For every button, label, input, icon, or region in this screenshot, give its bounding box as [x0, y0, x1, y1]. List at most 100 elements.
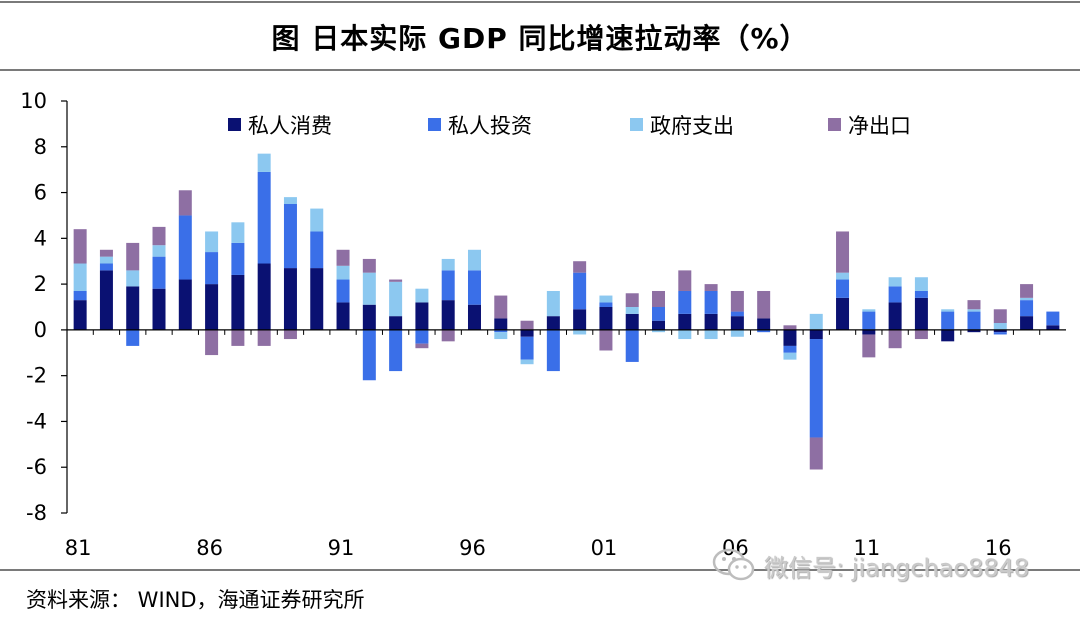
- bar-segment: [993, 329, 1007, 333]
- bar-segment: [389, 279, 403, 282]
- bar-segment: [467, 304, 481, 330]
- bar-segment: [415, 288, 429, 303]
- bar-segment: [99, 249, 113, 257]
- bar-segment: [73, 290, 87, 301]
- bar-segment: [205, 252, 219, 285]
- bar-segment: [415, 329, 429, 344]
- bar-segment: [678, 290, 692, 314]
- bar-segment: [573, 261, 587, 273]
- legend-label: 私人投资: [448, 114, 532, 138]
- bar-segment: [678, 329, 692, 340]
- bar-segment: [862, 311, 876, 330]
- bar-segment: [415, 302, 429, 330]
- bar-segment: [914, 277, 928, 291]
- bar-segment: [205, 329, 219, 356]
- bar-segment: [914, 297, 928, 330]
- bar-segment: [652, 320, 666, 330]
- bar-segment: [283, 329, 297, 340]
- bar-segment: [126, 242, 140, 271]
- watermark: 微信号: jiangchao8848: [712, 548, 1029, 582]
- bar-segment: [152, 245, 166, 257]
- bar-segment: [520, 320, 534, 330]
- x-tick-label: 96: [459, 536, 486, 560]
- bar-segment: [967, 309, 981, 312]
- bar-segment: [389, 281, 403, 317]
- legend-label: 净出口: [848, 114, 911, 138]
- bar-segment: [494, 332, 508, 340]
- bar-segment: [809, 313, 823, 330]
- bar-segment: [1020, 297, 1034, 301]
- bar-segment: [757, 318, 771, 330]
- bar-segment: [546, 290, 560, 317]
- bar-segment: [967, 329, 981, 333]
- bar-segment: [467, 249, 481, 271]
- x-tick-label: 16: [985, 536, 1012, 560]
- bar-segment: [362, 329, 376, 381]
- bar-segment: [809, 339, 823, 438]
- wechat-icon: [712, 548, 755, 581]
- bar-segment: [652, 307, 666, 321]
- top-rule: [0, 1, 1080, 3]
- y-axis: 10 8 6 4 2 0 -2 -4 -6 -8: [20, 89, 68, 525]
- legend-swatch: [228, 118, 241, 131]
- bar-segment: [73, 263, 87, 291]
- bar-segment: [362, 272, 376, 305]
- bar-segment: [599, 329, 613, 351]
- bar-segment: [836, 231, 850, 273]
- bar-segment: [862, 309, 876, 312]
- x-tick-label: 81: [65, 536, 92, 560]
- y-tick-label: 0: [34, 318, 47, 342]
- bar-segment: [99, 270, 113, 330]
- bar-segment: [73, 229, 87, 264]
- y-tick-label: -4: [26, 409, 47, 433]
- bar-segment: [310, 231, 324, 269]
- bar-segment: [126, 329, 140, 346]
- bar-segment: [652, 329, 666, 333]
- bar-segment: [257, 263, 271, 330]
- bar-segment: [231, 242, 245, 275]
- y-tick-label: 4: [34, 226, 47, 250]
- bar-segment: [862, 329, 876, 335]
- bar-segment: [730, 311, 744, 317]
- bar-segment: [573, 272, 587, 310]
- watermark-text: 微信号: jiangchao8848: [764, 553, 1030, 582]
- bar-segment: [231, 329, 245, 346]
- bar-segment: [625, 329, 639, 362]
- bar-segment: [914, 290, 928, 298]
- bar-segment: [993, 323, 1007, 330]
- bar-segment: [205, 284, 219, 330]
- bar-segment: [152, 256, 166, 289]
- bar-segment: [888, 277, 902, 287]
- x-tick-label: 01: [591, 536, 618, 560]
- bar-segment: [757, 329, 771, 333]
- bar-segment: [520, 336, 534, 360]
- bar-segment: [283, 268, 297, 330]
- bar-segment: [467, 270, 481, 305]
- y-tick-label: 6: [34, 181, 47, 205]
- bar-segment: [704, 290, 718, 314]
- bar-segment: [257, 329, 271, 346]
- bar-segment: [310, 268, 324, 330]
- bar-segment: [205, 231, 219, 253]
- bar-segment: [283, 204, 297, 269]
- bar-segment: [967, 300, 981, 310]
- chart-title: 图 日本实际 GDP 同比增速拉动率（%）: [271, 22, 809, 55]
- bar-segment: [1020, 316, 1034, 330]
- bar-segment: [178, 215, 192, 280]
- bar-segment: [809, 329, 823, 340]
- legend-swatch: [428, 118, 441, 131]
- bottom-rule: [0, 569, 1080, 571]
- bar-segment: [362, 304, 376, 330]
- bar-segment: [336, 249, 350, 266]
- bar-segment: [652, 290, 666, 307]
- y-tick-label: 8: [34, 135, 47, 159]
- legend-label: 私人消费: [248, 114, 332, 138]
- bar-segment: [336, 302, 350, 330]
- legend: 私人消费 私人投资 政府支出 净出口: [228, 114, 911, 138]
- x-tick-label: 11: [853, 536, 880, 560]
- y-tick-label: 2: [34, 272, 47, 296]
- bar-segment: [704, 313, 718, 330]
- bar-segment: [178, 279, 192, 330]
- bar-segment: [941, 329, 955, 342]
